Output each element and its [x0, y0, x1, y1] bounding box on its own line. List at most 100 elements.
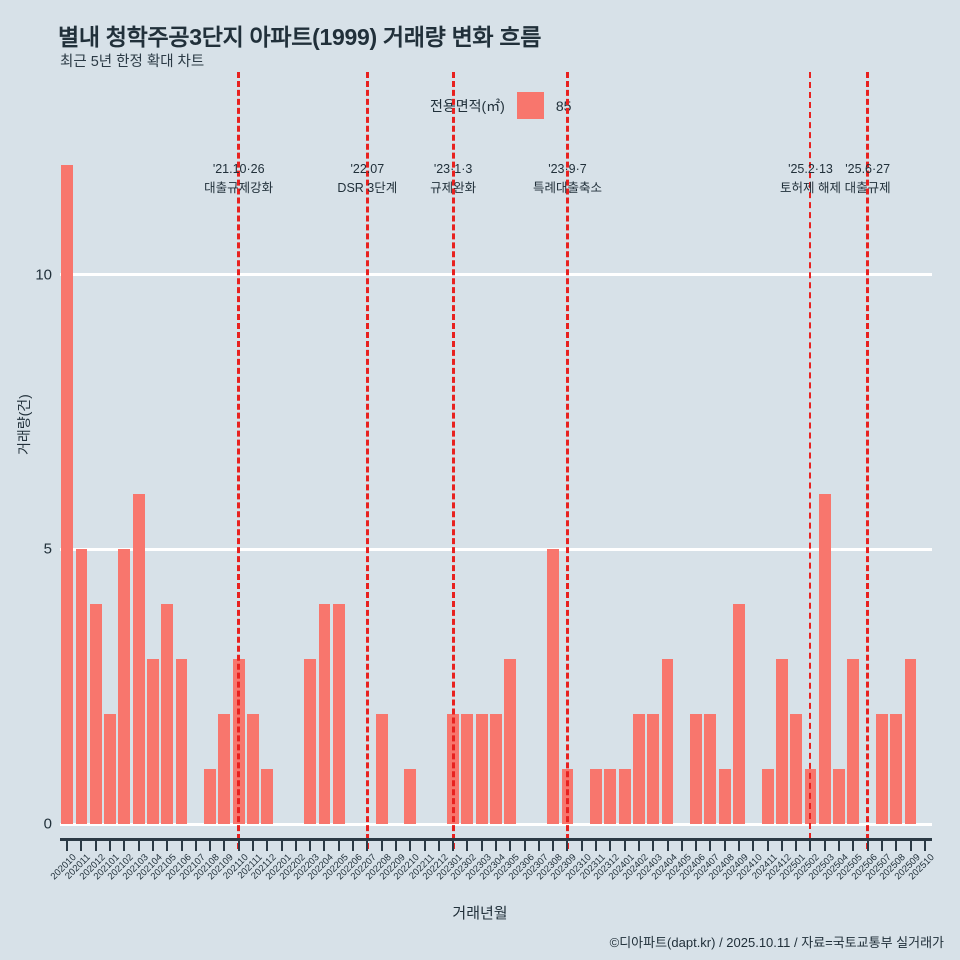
- gridline-10: [60, 273, 932, 277]
- x-tick: [309, 838, 312, 851]
- x-tick: [666, 838, 669, 851]
- bar[interactable]: [890, 714, 903, 824]
- x-tick: [123, 838, 126, 851]
- x-tick: [223, 838, 226, 851]
- x-tick: [294, 838, 297, 851]
- x-tick: [480, 838, 483, 851]
- bar[interactable]: [590, 769, 602, 824]
- event-label-특례대출축소: '23·9·7 특례대출축소: [533, 160, 602, 199]
- bar[interactable]: [604, 769, 617, 824]
- event-date: '22.07: [350, 162, 385, 176]
- event-date: '25.2·13: [788, 162, 833, 176]
- x-tick: [623, 838, 626, 851]
- x-tick: [895, 838, 898, 851]
- x-tick: [866, 838, 869, 851]
- bar[interactable]: [547, 549, 560, 824]
- x-tick: [880, 838, 883, 851]
- x-tick: [580, 838, 583, 851]
- event-label-대출규제: '25.6·27 대출규제: [845, 160, 891, 199]
- y-axis-ticks: 0 5 10: [0, 132, 52, 832]
- x-tick: [852, 838, 855, 851]
- bar[interactable]: [261, 769, 274, 824]
- x-tick: [94, 838, 97, 851]
- bar[interactable]: [332, 604, 345, 824]
- bar[interactable]: [775, 659, 788, 824]
- event-name: 대출규제강화: [204, 181, 274, 196]
- bar[interactable]: [904, 659, 917, 824]
- bar[interactable]: [504, 659, 517, 824]
- event-name: 규제완화: [430, 181, 477, 196]
- legend-swatch-85[interactable]: [516, 92, 544, 119]
- bar[interactable]: [161, 604, 174, 824]
- bar[interactable]: [690, 714, 703, 824]
- bar[interactable]: [833, 769, 845, 824]
- event-line-규제완화: [451, 72, 455, 849]
- x-tick: [237, 838, 240, 851]
- bar[interactable]: [118, 549, 131, 824]
- x-tick: [909, 838, 912, 851]
- chart-subtitle: 최근 5년 한정 확대 차트: [60, 54, 205, 70]
- event-date: '25.6·27: [845, 162, 891, 176]
- x-tick: [652, 838, 655, 851]
- bar[interactable]: [661, 659, 674, 824]
- bar[interactable]: [375, 714, 388, 824]
- x-tick: [566, 838, 569, 851]
- x-tick: [180, 838, 183, 851]
- x-tick: [709, 838, 712, 851]
- x-tick: [780, 838, 783, 851]
- bar[interactable]: [132, 494, 145, 824]
- bar[interactable]: [647, 714, 660, 824]
- x-tick: [495, 838, 497, 851]
- bar[interactable]: [89, 604, 102, 824]
- bar[interactable]: [876, 714, 888, 824]
- x-tick: [109, 838, 112, 851]
- bar[interactable]: [104, 714, 116, 824]
- x-tick: [637, 838, 640, 851]
- bar[interactable]: [818, 494, 831, 824]
- bar[interactable]: [461, 714, 474, 824]
- x-tick: [437, 838, 440, 851]
- bar[interactable]: [790, 714, 803, 824]
- bar[interactable]: [704, 714, 717, 824]
- bar[interactable]: [75, 549, 88, 824]
- bar[interactable]: [847, 659, 860, 824]
- bar[interactable]: [204, 769, 217, 824]
- y-tick-label-10: 10: [35, 266, 52, 284]
- event-line-토허제 해제: [808, 72, 811, 849]
- bar[interactable]: [175, 659, 188, 824]
- bar[interactable]: [490, 714, 502, 824]
- event-line-DSR 3단계: [365, 72, 369, 849]
- bar[interactable]: [618, 769, 631, 824]
- bar[interactable]: [761, 769, 774, 824]
- bar[interactable]: [633, 714, 645, 824]
- bar[interactable]: [475, 714, 488, 824]
- event-line-대출규제: [866, 72, 870, 849]
- x-axis: [60, 838, 932, 851]
- bar[interactable]: [218, 714, 231, 824]
- bar[interactable]: [247, 714, 259, 824]
- bar[interactable]: [733, 604, 745, 824]
- x-tick: [394, 838, 397, 851]
- bar[interactable]: [304, 659, 317, 824]
- x-tick: [923, 838, 926, 851]
- x-tick: [366, 838, 369, 851]
- x-tick: [380, 838, 383, 851]
- x-tick: [595, 838, 598, 851]
- y-tick-label-5: 5: [43, 540, 52, 558]
- x-tick: [509, 838, 512, 851]
- bar[interactable]: [61, 164, 74, 824]
- plot-area: [60, 72, 932, 849]
- x-tick: [80, 838, 83, 851]
- event-name: DSR 3단계: [337, 181, 398, 196]
- x-tick: [137, 838, 140, 851]
- x-tick: [209, 838, 212, 851]
- x-tick: [723, 838, 726, 851]
- x-tick: [466, 838, 469, 851]
- bar[interactable]: [146, 659, 159, 824]
- event-date: '21.10·26: [212, 162, 265, 176]
- bar[interactable]: [318, 604, 331, 824]
- bar[interactable]: [718, 769, 731, 824]
- bar[interactable]: [404, 769, 417, 824]
- event-date: '23·9·7: [548, 162, 587, 176]
- x-tick: [409, 838, 412, 851]
